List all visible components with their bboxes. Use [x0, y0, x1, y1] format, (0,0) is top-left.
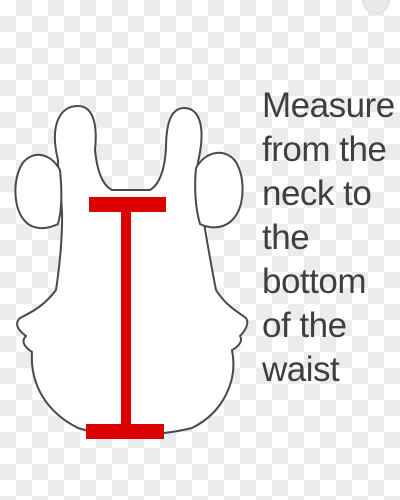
- measure-vertical-bar: [121, 210, 131, 426]
- instruction-line-2: from the: [262, 130, 387, 169]
- garment-right-arm-outline: [194, 152, 244, 229]
- i-beam-measure-icon: [86, 197, 166, 439]
- instruction-line-4: the: [262, 218, 310, 257]
- instruction-line-3: neck to: [262, 174, 372, 213]
- instruction-line-7: waist: [262, 350, 340, 389]
- garment-silhouette-icon: [14, 105, 249, 436]
- instruction-line-1: Measure: [262, 86, 395, 125]
- measure-bottom-bar: [86, 424, 164, 439]
- instruction-line-6: of the: [262, 306, 347, 345]
- garment-body-outline: [16, 105, 249, 436]
- garment-left-arm-outline: [14, 154, 63, 230]
- measurement-instruction: Measure from the neck to the bottom of t…: [262, 84, 398, 392]
- instruction-line-5: bottom: [262, 262, 367, 301]
- measure-top-bar: [89, 197, 166, 212]
